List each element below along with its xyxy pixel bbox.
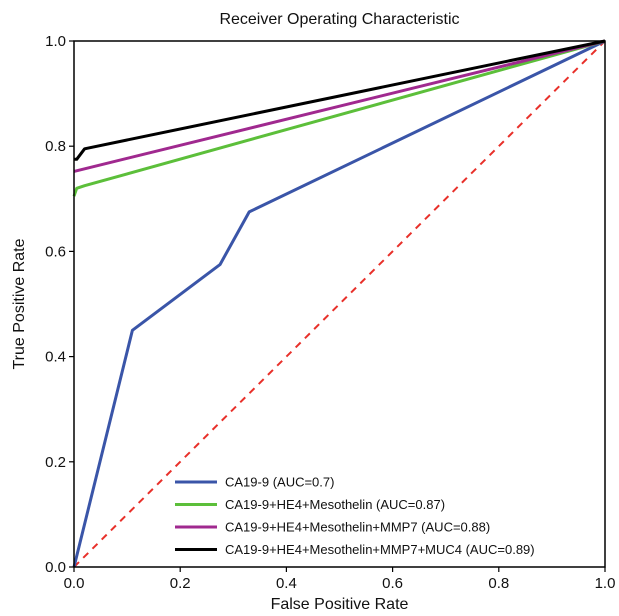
plot-frame bbox=[73, 40, 606, 568]
x-tick-label: 0.0 bbox=[64, 575, 85, 592]
roc-curve-series-3 bbox=[73, 39, 606, 173]
x-tick-label: 0.8 bbox=[488, 575, 509, 592]
legend: CA19-9 (AUC=0.7) CA19-9+HE4+Mesothelin (A… bbox=[175, 475, 535, 557]
plot-area bbox=[72, 39, 606, 568]
y-tick-label: 0.8 bbox=[45, 138, 66, 155]
x-tick-label: 0.4 bbox=[276, 575, 297, 592]
legend-label: CA19-9+HE4+Mesothelin+MMP7+MUC4 (AUC=0.8… bbox=[225, 542, 535, 557]
y-axis-ticks: 0.0 0.2 0.4 0.6 0.8 1.0 bbox=[45, 33, 74, 576]
x-axis-title: False Positive Rate bbox=[271, 596, 409, 613]
roc-curve-series-4 bbox=[74, 39, 606, 161]
y-axis-title: True Positive Rate bbox=[11, 238, 28, 369]
chance-reference-line bbox=[73, 40, 606, 568]
x-tick-label: 0.2 bbox=[170, 575, 191, 592]
legend-label: CA19-9+HE4+Mesothelin+MMP7 (AUC=0.88) bbox=[225, 520, 490, 535]
x-axis-ticks: 0.0 0.2 0.4 0.6 0.8 1.0 bbox=[64, 567, 616, 592]
y-tick-label: 0.6 bbox=[45, 243, 66, 260]
chart-title: Receiver Operating Characteristic bbox=[219, 11, 459, 28]
y-tick-label: 0.0 bbox=[45, 559, 66, 576]
legend-label: CA19-9+HE4+Mesothelin (AUC=0.87) bbox=[225, 497, 445, 512]
y-tick-label: 1.0 bbox=[45, 33, 66, 50]
roc-curve-series-1 bbox=[72, 39, 606, 568]
x-tick-label: 0.6 bbox=[382, 575, 403, 592]
x-tick-label: 1.0 bbox=[595, 575, 616, 592]
legend-label: CA19-9 (AUC=0.7) bbox=[225, 475, 334, 490]
roc-curve-series-2 bbox=[72, 39, 606, 197]
y-tick-label: 0.2 bbox=[45, 454, 66, 471]
y-tick-label: 0.4 bbox=[45, 349, 66, 366]
